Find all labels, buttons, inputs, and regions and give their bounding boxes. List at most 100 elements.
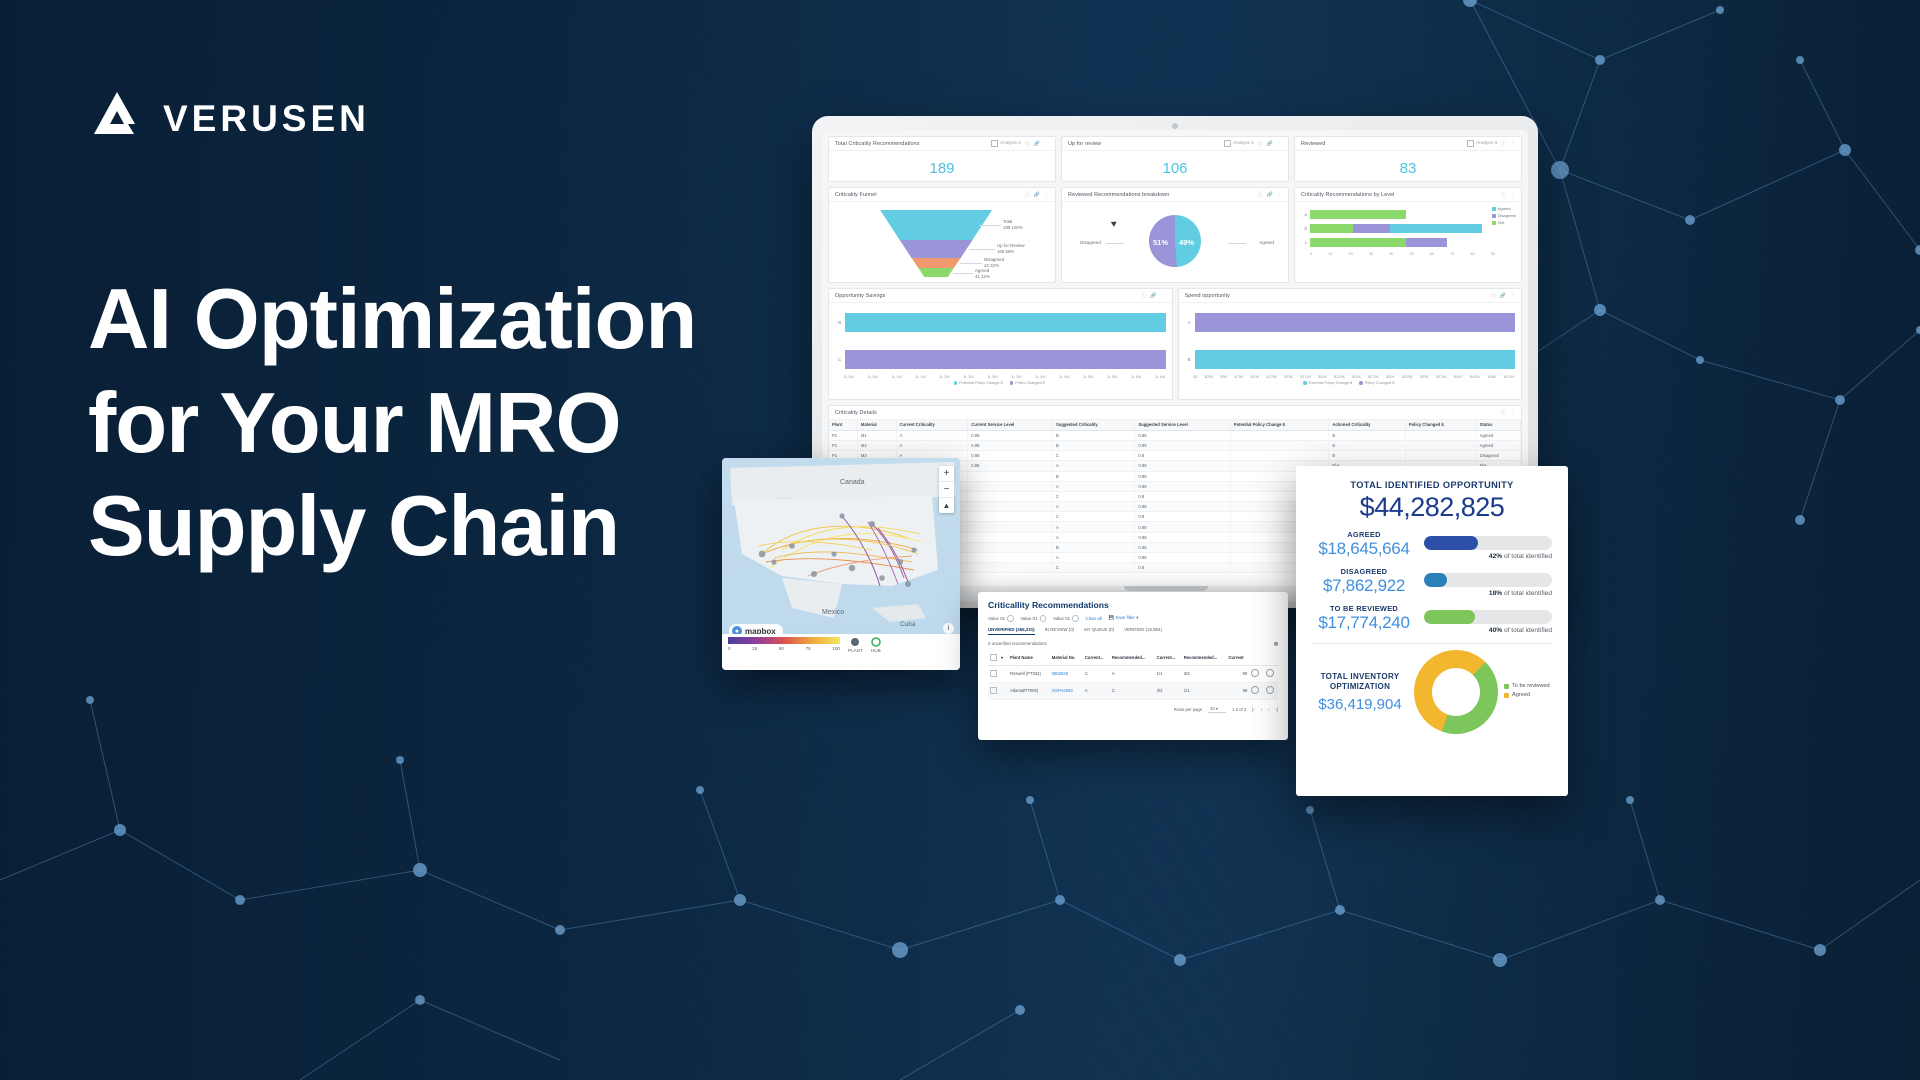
kpi-card-total[interactable]: Total Criticality Recommendations Analyz… (828, 136, 1056, 182)
filter-chip[interactable]: Value 01 (988, 615, 1014, 622)
info-icon[interactable]: ⓘ (1257, 192, 1263, 198)
more-icon[interactable]: ⋮ (1044, 191, 1049, 198)
more-icon[interactable]: ⋮ (1044, 140, 1049, 147)
opportunity-summary-card[interactable]: TOTAL IDENTIFIED OPPORTUNITY $44,282,825… (1296, 466, 1568, 796)
rows-per-page-select[interactable]: 10 ▾ (1208, 706, 1227, 713)
filter-bar[interactable]: Value 01 Value 01 Value 01 Clear all 💾 S… (988, 615, 1278, 622)
table-column-header[interactable]: Actioned Criticality (1328, 420, 1406, 431)
info-icon[interactable]: ⓘ (1141, 293, 1147, 299)
col-material-no[interactable]: Material No. (1049, 650, 1083, 666)
pagination[interactable]: Rows per page 10 ▾ 1-2 of 2 |‹ ‹ › ›| (988, 706, 1278, 713)
recommendations-by-level-card[interactable]: Criticality Recommendations by Level ⓘ ⋮… (1294, 187, 1522, 283)
info-icon[interactable]: ⓘ (1500, 410, 1506, 416)
criticality-funnel-card[interactable]: Criticality Funnel ⓘ 🔗 ⋮ (828, 187, 1056, 283)
kpi-card-reviewed[interactable]: Reviewed Analyze it ⓘ ⋮ 83 (1294, 136, 1522, 182)
table-column-header[interactable]: Suggested Criticality (1052, 420, 1136, 431)
link-icon[interactable]: 🔗 (1499, 292, 1506, 299)
map-zoom-out-button[interactable]: − (939, 482, 954, 498)
reject-icon[interactable] (1263, 665, 1278, 683)
table-column-header[interactable]: Policy Changed $ (1405, 420, 1477, 431)
kpi-card-up-for-review[interactable]: Up for review Analyze it ⓘ 🔗 ⋮ (1061, 136, 1289, 182)
more-icon[interactable]: ⋮ (1160, 292, 1166, 299)
approve-icon[interactable] (1249, 682, 1264, 700)
table-column-header[interactable]: Potential Policy Change $ (1230, 420, 1330, 431)
table-row[interactable]: P1 M1 A 0.98 B 0.95 B Agreed (829, 430, 1521, 441)
cell-material-no[interactable]: 0802948 (1049, 665, 1083, 683)
opportunity-savings-card[interactable]: Opportunity Savings ⓘ 🔗 ⋮ B (828, 288, 1173, 400)
last-page-button[interactable]: ›| (1275, 706, 1278, 712)
row-checkbox[interactable] (988, 665, 999, 683)
sort-icon[interactable]: ▾ (999, 650, 1008, 666)
info-icon[interactable]: ⓘ (1490, 293, 1496, 299)
table-column-header[interactable]: Suggested Service Level (1134, 420, 1231, 431)
table-column-header[interactable]: Material (857, 420, 897, 431)
more-icon[interactable]: ⋮ (1277, 140, 1282, 147)
criticality-recommendations-panel[interactable]: Criticallity Recommendations Value 01 Va… (978, 592, 1288, 740)
tab-verified[interactable]: VERIFIED (15,984) (1124, 626, 1162, 632)
next-page-button[interactable]: › (1268, 706, 1270, 712)
table-cell: B (1052, 430, 1136, 441)
table-column-header[interactable]: Plant (829, 420, 858, 431)
tab-bar[interactable]: UNVERIFIED (455,231) IN REVIEW (0) MY QU… (988, 627, 1278, 635)
more-icon[interactable]: ⋮ (1510, 191, 1515, 198)
filter-chip[interactable]: Value 01 (1021, 615, 1047, 622)
close-icon[interactable] (1072, 615, 1079, 622)
info-icon[interactable]: ⓘ (1500, 141, 1506, 147)
close-icon[interactable] (1039, 615, 1047, 622)
info-icon[interactable]: i (943, 623, 954, 634)
reviewed-breakdown-card[interactable]: Reviewed Recommendations breakdown ⓘ 🔗 ⋮… (1061, 187, 1289, 283)
more-icon[interactable]: ⋮ (1510, 292, 1515, 299)
more-icon[interactable]: ⋮ (1277, 191, 1282, 198)
link-icon[interactable]: 🔗 (1266, 191, 1273, 198)
col-current-sl[interactable]: Current... (1154, 650, 1182, 666)
analyze-it-button[interactable]: Analyze it (990, 140, 1021, 147)
table-cell: 0.95 (1134, 471, 1231, 482)
map-zoom-in-button[interactable]: + (939, 466, 954, 482)
save-filter-button[interactable]: 💾 Save filter ▾ (1108, 615, 1139, 621)
tab-my-queue[interactable]: MY QUEUE (0) (1084, 626, 1115, 632)
info-icon[interactable]: ⓘ (1024, 192, 1030, 198)
reject-icon[interactable] (1263, 682, 1278, 700)
link-icon[interactable]: 🔗 (1033, 191, 1040, 198)
row-checkbox[interactable] (988, 682, 999, 700)
table-row[interactable]: Atlanta(PT006) GSFH2593 A C 3/3 1/1 98 (988, 682, 1278, 700)
tab-in-review[interactable]: IN REVIEW (0) (1044, 626, 1075, 632)
info-icon[interactable]: ⓘ (1500, 192, 1506, 198)
link-icon[interactable]: 🔗 (1266, 140, 1273, 147)
brand-logo[interactable]: VERUSEN (88, 92, 370, 144)
filter-chip[interactable]: Value 01 (1053, 615, 1079, 622)
more-icon[interactable]: ⋮ (1510, 140, 1515, 147)
cell-material-no[interactable]: GSFH2593 (1049, 682, 1083, 700)
col-plant-name[interactable]: Plant Name (1008, 650, 1050, 666)
link-icon[interactable]: 🔗 (1033, 140, 1040, 147)
analyze-it-button[interactable]: Analyze it (1467, 140, 1497, 147)
link-icon[interactable]: 🔗 (1150, 292, 1157, 299)
info-icon[interactable]: ⓘ (1257, 141, 1263, 147)
select-all-checkbox[interactable] (990, 653, 997, 661)
col-current-crit[interactable]: Current... (1082, 650, 1110, 666)
map-gradient-bar (728, 637, 840, 644)
tab-unverified[interactable]: UNVERIFIED (455,231) (988, 627, 1035, 635)
clear-all-button[interactable]: Clear all (1085, 615, 1102, 621)
supply-network-map-card[interactable]: Canada Mexico Cuba + − ▲ ● mapbox i 0 25 … (722, 458, 960, 670)
prev-page-button[interactable]: ‹ (1260, 706, 1263, 712)
approve-icon[interactable] (1249, 665, 1264, 683)
table-cell (967, 471, 1054, 482)
column-settings-icon[interactable]: ▦ (1273, 640, 1278, 646)
first-page-button[interactable]: |‹ (1252, 706, 1255, 712)
table-column-header[interactable]: Current Service Level (967, 420, 1054, 431)
col-recommended-sl[interactable]: Recommended... (1181, 650, 1227, 666)
table-column-header[interactable]: Current Criticality (896, 420, 969, 431)
map-zoom-controls[interactable]: + − ▲ (939, 466, 954, 513)
spend-opportunity-card[interactable]: Spend opportunity ⓘ 🔗 ⋮ A (1177, 288, 1522, 400)
col-current[interactable]: Current (1226, 650, 1250, 666)
more-icon[interactable]: ⋮ (1510, 409, 1515, 416)
compass-icon[interactable]: ▲ (942, 501, 951, 510)
table-row[interactable]: Roswell (PT032) 0802948 C A 1/1 3/3 90 (988, 665, 1278, 683)
table-row[interactable]: P1 M2 A 0.98 B 0.95 B Agreed (829, 440, 1521, 452)
col-recommended-crit[interactable]: Recommended... (1109, 650, 1155, 666)
analyze-it-button[interactable]: Analyze it (1223, 140, 1254, 147)
table-column-header[interactable]: Status (1476, 420, 1521, 431)
info-icon[interactable]: ⓘ (1024, 141, 1030, 147)
close-icon[interactable] (1007, 615, 1014, 622)
